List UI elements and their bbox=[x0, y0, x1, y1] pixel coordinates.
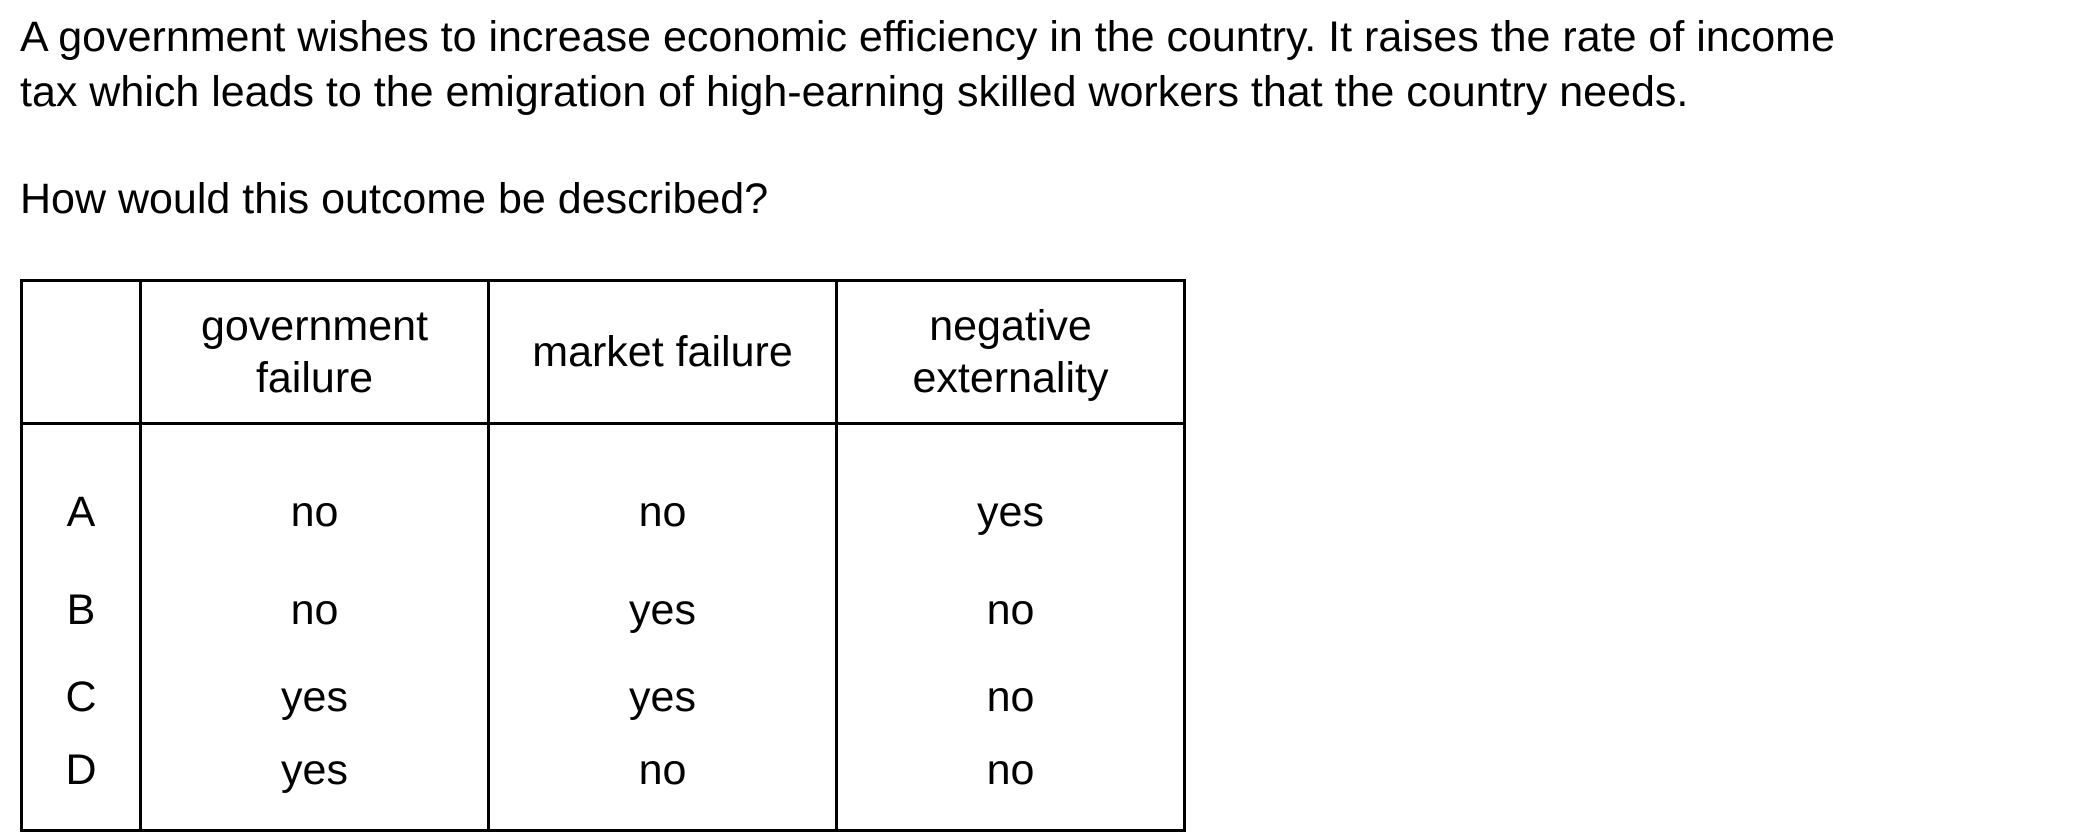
option-row-a[interactable]: A no no yes bbox=[20, 423, 1186, 567]
table-header-row: government failure market failure negati… bbox=[20, 279, 1186, 425]
header-line: market failure bbox=[532, 328, 793, 376]
header-blank-cell bbox=[20, 279, 142, 425]
header-line: government bbox=[200, 302, 429, 350]
table-cell: yes bbox=[487, 567, 838, 654]
answer-options-table: government failure market failure negati… bbox=[20, 279, 1186, 832]
table-cell: yes bbox=[487, 654, 838, 741]
table-cell: no bbox=[835, 741, 1186, 832]
header-line: failure bbox=[255, 354, 374, 402]
table-cell: yes bbox=[139, 741, 490, 832]
table-cell: yes bbox=[835, 423, 1186, 567]
option-letter: A bbox=[20, 423, 142, 567]
header-government-failure: government failure bbox=[139, 279, 490, 425]
option-letter: B bbox=[20, 567, 142, 654]
header-line: negative bbox=[929, 302, 1092, 350]
option-row-b[interactable]: B no yes no bbox=[20, 567, 1186, 654]
header-market-failure: market failure bbox=[487, 279, 838, 425]
header-line: externality bbox=[912, 354, 1109, 402]
table-cell: no bbox=[139, 423, 490, 567]
table-cell: no bbox=[835, 567, 1186, 654]
question-prompt: How would this outcome be described? bbox=[20, 175, 769, 223]
question-text-line-2: tax which leads to the emigration of hig… bbox=[20, 68, 1689, 116]
option-letter: D bbox=[20, 741, 142, 832]
table-cell: no bbox=[487, 423, 838, 567]
question-text-line-1: A government wishes to increase economic… bbox=[20, 13, 1835, 61]
header-negative-externality: negative externality bbox=[835, 279, 1186, 425]
option-letter: C bbox=[20, 654, 142, 741]
option-row-d[interactable]: D yes no no bbox=[20, 741, 1186, 832]
table-cell: no bbox=[835, 654, 1186, 741]
table-cell: yes bbox=[139, 654, 490, 741]
table-cell: no bbox=[139, 567, 490, 654]
option-row-c[interactable]: C yes yes no bbox=[20, 654, 1186, 741]
table-cell: no bbox=[487, 741, 838, 832]
